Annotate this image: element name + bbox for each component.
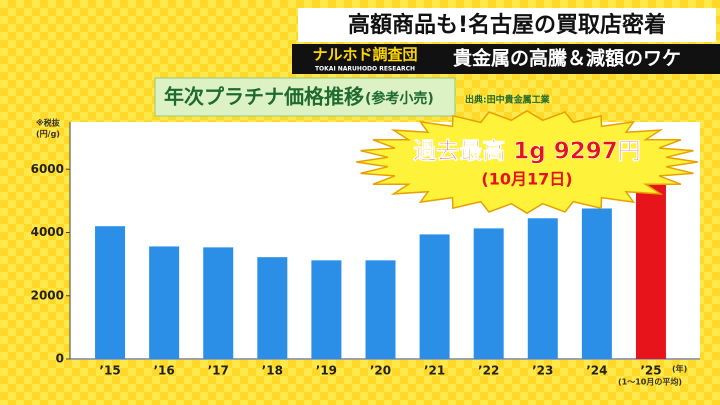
topic-bar (292, 44, 720, 74)
x-tick-label: ’20 (370, 364, 391, 378)
y-tick-label: 6000 (31, 162, 64, 176)
chart-title-note: (参考小売) (365, 90, 434, 107)
x-note: (1～10月の平均) (618, 377, 682, 387)
y-note: ※税抜 (36, 118, 61, 128)
bar (365, 260, 396, 359)
x-tick-label: ’19 (316, 364, 337, 378)
y-tick-label: 4000 (31, 225, 64, 239)
y-label: (円/g) (36, 130, 60, 139)
bar (473, 228, 504, 359)
bar (311, 260, 342, 359)
title-box (154, 77, 456, 117)
bar (149, 246, 180, 359)
headline: 高額商品も!名古屋の買取店密着 (348, 12, 666, 38)
x-tick-label: ’24 (586, 364, 607, 378)
chart-title: 年次プラチナ価格推移 (164, 85, 364, 109)
bar (95, 226, 126, 359)
bar (203, 247, 234, 359)
bar (419, 234, 450, 359)
logo-sub: TOKAI NARUHODO RESEARCH (315, 66, 415, 73)
bar (257, 257, 288, 359)
x-tick-label: ’25 (640, 364, 661, 378)
headline-box (298, 8, 716, 42)
x-tick-label: ’15 (99, 364, 120, 378)
callout-text: 過去最高 1g 9297円 (413, 138, 641, 165)
x-label: (年) (672, 364, 687, 374)
source: 出典:田中貴金属工業 (465, 94, 551, 106)
y-tick-label: 2000 (31, 288, 64, 302)
x-tick-label: ’23 (532, 364, 553, 378)
bar (527, 218, 558, 359)
x-tick-label: ’17 (208, 364, 229, 378)
callout-date: (10月17日) (481, 170, 572, 189)
callout-burst (356, 109, 698, 215)
logo: ナルホド調査団 (312, 46, 417, 64)
x-tick-label: ’16 (154, 364, 175, 378)
x-tick-label: ’18 (262, 364, 283, 378)
topic: 貴金属の高騰＆減額のワケ (453, 47, 681, 70)
x-tick-label: ’21 (424, 364, 445, 378)
bar (635, 178, 666, 359)
x-tick-label: ’22 (478, 364, 499, 378)
y-tick-label: 0 (56, 352, 64, 366)
bar (581, 208, 612, 359)
